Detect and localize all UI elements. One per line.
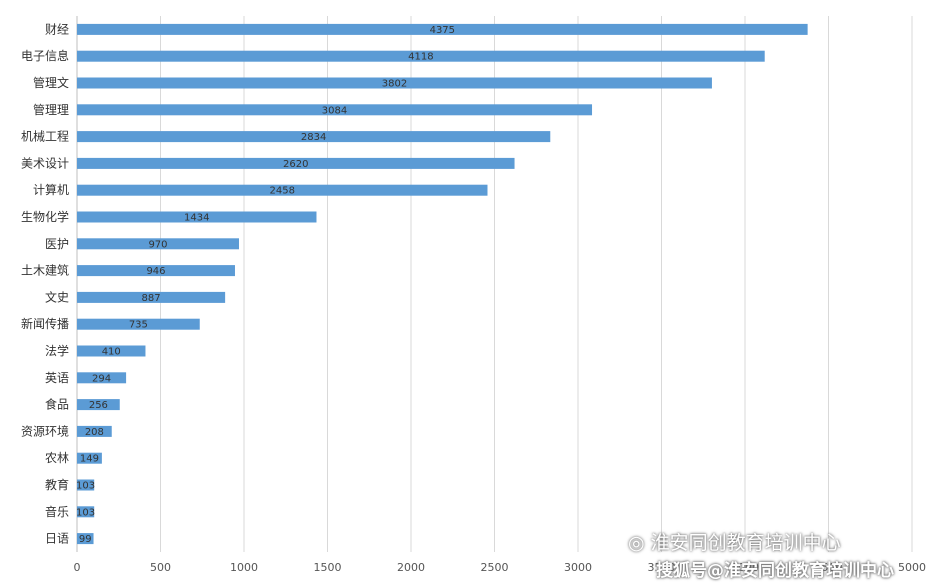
data-label: 946 — [146, 266, 165, 277]
category-label: 管理文 — [33, 75, 69, 90]
data-label: 2620 — [283, 159, 308, 170]
watermark-wechat: ◎ 淮安同创教育培训中心 — [628, 528, 841, 555]
bar — [77, 131, 551, 143]
x-tick-label: 500 — [150, 561, 171, 574]
data-label: 208 — [85, 427, 104, 438]
category-label: 文史 — [45, 289, 69, 304]
data-label: 149 — [80, 454, 99, 465]
watermark-sohu: 搜狐号@淮安同创教育培训中心 — [656, 561, 894, 581]
category-label: 教育 — [45, 477, 69, 492]
x-tick-label: 4000 — [731, 561, 759, 574]
bars — [77, 23, 808, 545]
data-labels: 4375 4118 3802 3084 2834 2620 2458 1434 970 946 88… — [76, 25, 455, 545]
category-label: 医护 — [45, 237, 69, 251]
data-label: 1434 — [184, 213, 209, 224]
data-label: 970 — [148, 239, 167, 250]
x-tick-label: 1000 — [230, 561, 258, 574]
category-label: 资源环境 — [21, 423, 69, 438]
data-label: 103 — [76, 481, 95, 492]
category-label: 农林 — [45, 451, 69, 465]
category-label: 食品 — [45, 397, 69, 412]
x-tick-label: 3000 — [564, 561, 592, 574]
bar — [77, 211, 317, 223]
bar — [77, 372, 127, 384]
data-label: 256 — [89, 400, 108, 411]
data-label: 3802 — [382, 79, 407, 90]
bar — [77, 157, 515, 169]
category-label: 音乐 — [45, 504, 69, 519]
category-label: 管理理 — [33, 102, 69, 117]
x-tick-label: 2000 — [397, 561, 425, 574]
x-tick-label: 4500 — [815, 561, 843, 574]
wechat-icon: ◎ — [628, 532, 645, 554]
bar — [77, 399, 120, 411]
x-tick-label: 2500 — [481, 561, 509, 574]
bar — [77, 265, 235, 277]
category-label: 计算机 — [33, 182, 69, 197]
data-label: 4375 — [430, 25, 455, 36]
category-label: 法学 — [45, 343, 69, 358]
category-label: 新闻传播 — [21, 316, 69, 331]
bar — [77, 506, 95, 518]
bar — [77, 345, 146, 357]
bar — [77, 104, 593, 116]
category-label: 生物化学 — [21, 209, 69, 224]
data-label: 3084 — [322, 105, 347, 116]
bar — [77, 77, 712, 89]
x-axis-tick-labels: 0 500 1000 1500 2000 2500 3000 3500 4000 4500 5000 — [74, 561, 927, 574]
category-label: 日语 — [45, 532, 69, 546]
data-label: 410 — [102, 347, 121, 358]
bar — [77, 318, 200, 330]
watermark-line1: 淮安同创教育培训中心 — [650, 532, 841, 554]
category-label: 土木建筑 — [21, 263, 69, 278]
data-label: 294 — [92, 373, 111, 384]
category-labels: 财经电子信息管理文管理理机械工程美术设计计算机生物化学医护土木建筑文史新闻传播法… — [21, 22, 69, 545]
category-label: 机械工程 — [21, 129, 69, 144]
gridlines — [76, 16, 913, 552]
bar — [77, 23, 808, 35]
bar — [77, 50, 765, 62]
data-label: 103 — [76, 507, 95, 518]
category-label: 英语 — [45, 371, 69, 385]
x-tick-label: 3500 — [648, 561, 676, 574]
data-label: 2458 — [270, 186, 295, 197]
bar — [77, 238, 239, 250]
data-label: 887 — [142, 293, 161, 304]
bar — [77, 184, 488, 196]
x-tick-label: 0 — [74, 561, 81, 574]
data-label: 2834 — [301, 132, 326, 143]
category-label: 电子信息 — [21, 48, 69, 63]
x-tick-label: 1500 — [314, 561, 342, 574]
data-label: 4118 — [408, 52, 433, 63]
data-label: 99 — [79, 534, 92, 545]
data-label: 735 — [129, 320, 148, 331]
bar — [77, 452, 102, 464]
category-label: 财经 — [45, 22, 69, 36]
category-label: 美术设计 — [21, 156, 69, 170]
x-tick-label: 5000 — [898, 561, 926, 574]
bar — [77, 479, 95, 491]
bar — [77, 533, 94, 545]
bar — [77, 425, 112, 437]
bar — [77, 291, 226, 303]
